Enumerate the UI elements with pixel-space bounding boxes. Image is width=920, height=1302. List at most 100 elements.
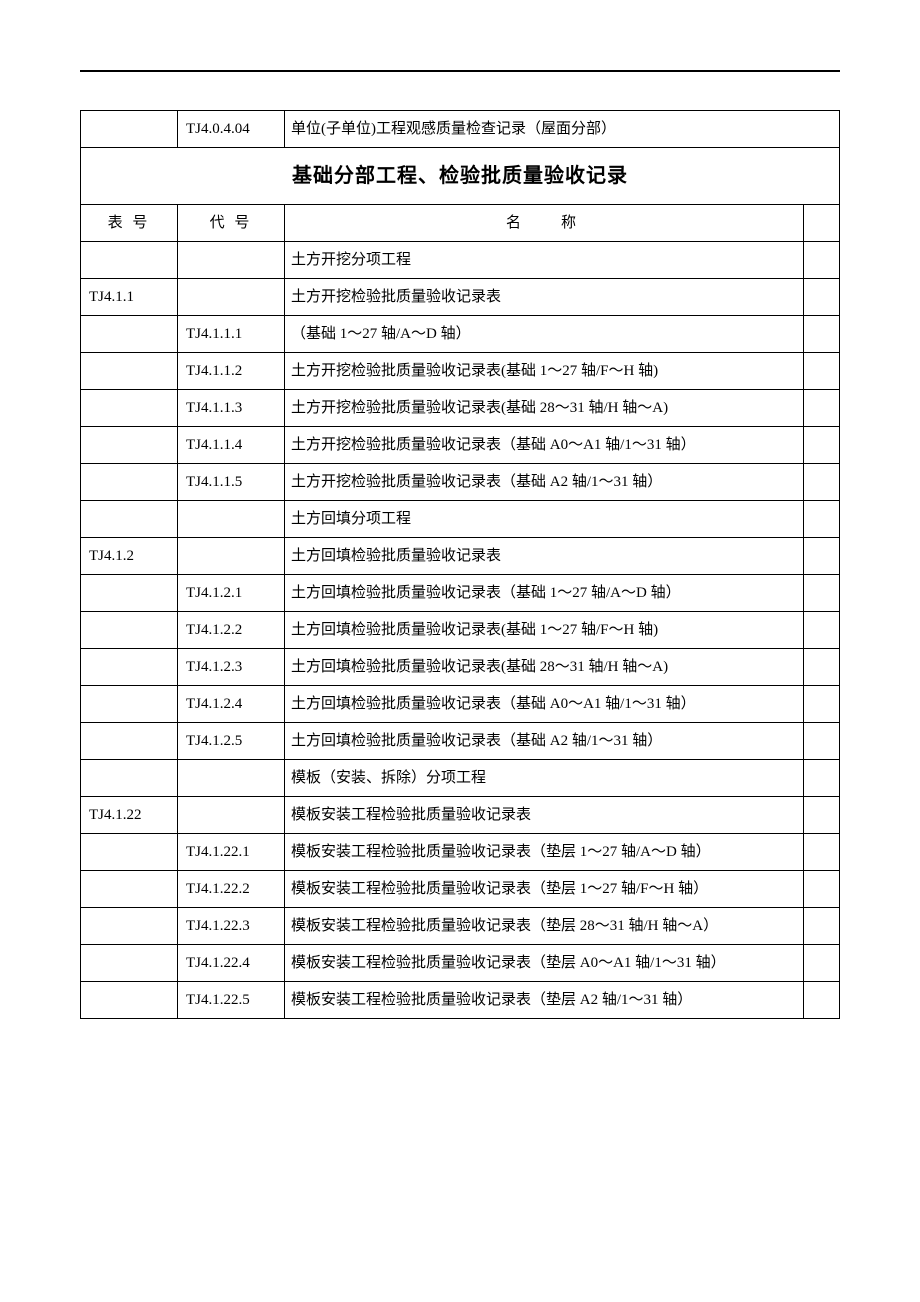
cell-dai — [178, 797, 285, 834]
cell-dai: TJ4.1.1.2 — [178, 353, 285, 390]
cell-blank — [804, 390, 840, 427]
cell-biao — [81, 390, 178, 427]
cell-dai: TJ4.1.1.3 — [178, 390, 285, 427]
header-name: 名称 — [285, 205, 804, 242]
table-row: TJ4.1.22.2模板安装工程检验批质量验收记录表（垫层 1～27 轴/F～H… — [81, 871, 840, 908]
top-horizontal-rule — [80, 70, 840, 72]
cell-blank — [804, 279, 840, 316]
cell-name: 模板安装工程检验批质量验收记录表（垫层 28～31 轴/H 轴～A） — [285, 908, 804, 945]
cell-name: 土方回填检验批质量验收记录表（基础 A2 轴/1～31 轴） — [285, 723, 804, 760]
table-row: TJ4.1.1.3土方开挖检验批质量验收记录表(基础 28～31 轴/H 轴～A… — [81, 390, 840, 427]
cell-dai: TJ4.1.22.1 — [178, 834, 285, 871]
cell-name: 模板安装工程检验批质量验收记录表（垫层 1～27 轴/A～D 轴） — [285, 834, 804, 871]
document-table: TJ4.0.4.04 单位(子单位)工程观感质量检查记录（屋面分部） 基础分部工… — [80, 110, 840, 1019]
cell-biao — [81, 649, 178, 686]
table-row: TJ4.1.1 土方开挖检验批质量验收记录表 — [81, 279, 840, 316]
cell-blank — [804, 464, 840, 501]
cell-name: 模板安装工程检验批质量验收记录表（垫层 A0～A1 轴/1～31 轴） — [285, 945, 804, 982]
cell-blank — [804, 834, 840, 871]
table-row: TJ4.1.22.4模板安装工程检验批质量验收记录表（垫层 A0～A1 轴/1～… — [81, 945, 840, 982]
cell-biao — [81, 686, 178, 723]
header-dai: 代 号 — [178, 205, 285, 242]
table-row: TJ4.1.2.3土方回填检验批质量验收记录表(基础 28～31 轴/H 轴～A… — [81, 649, 840, 686]
cell-biao — [81, 945, 178, 982]
cell-name: 土方回填检验批质量验收记录表(基础 28～31 轴/H 轴～A) — [285, 649, 804, 686]
cell-blank — [804, 760, 840, 797]
cell-name: 土方开挖检验批质量验收记录表(基础 1～27 轴/F～H 轴) — [285, 353, 804, 390]
cell-name: 模板安装工程检验批质量验收记录表（垫层 1～27 轴/F～H 轴） — [285, 871, 804, 908]
cell-biao: TJ4.1.22 — [81, 797, 178, 834]
cell-biao — [81, 427, 178, 464]
cell-biao — [81, 612, 178, 649]
cell-name: 土方开挖检验批质量验收记录表（基础 A0～A1 轴/1～31 轴） — [285, 427, 804, 464]
cell-biao — [81, 908, 178, 945]
cell-biao: TJ4.1.2 — [81, 538, 178, 575]
cell-biao — [81, 871, 178, 908]
cell-biao — [81, 760, 178, 797]
cell-biao — [81, 464, 178, 501]
cell-name: 土方回填检验批质量验收记录表（基础 A0～A1 轴/1～31 轴） — [285, 686, 804, 723]
table-row: TJ4.1.2.5土方回填检验批质量验收记录表（基础 A2 轴/1～31 轴） — [81, 723, 840, 760]
cell-dai: TJ4.1.1.4 — [178, 427, 285, 464]
cell-dai — [178, 538, 285, 575]
cell-name: 土方开挖分项工程 — [285, 242, 804, 279]
header-biao: 表 号 — [81, 205, 178, 242]
cell-dai: TJ4.1.1.1 — [178, 316, 285, 353]
top-blank-cell — [81, 111, 178, 148]
cell-blank — [804, 649, 840, 686]
cell-dai — [178, 242, 285, 279]
cell-name: （基础 1～27 轴/A～D 轴） — [285, 316, 804, 353]
cell-blank — [804, 908, 840, 945]
cell-biao — [81, 242, 178, 279]
cell-biao — [81, 982, 178, 1019]
cell-dai: TJ4.1.2.5 — [178, 723, 285, 760]
top-info-row: TJ4.0.4.04 单位(子单位)工程观感质量检查记录（屋面分部） — [81, 111, 840, 148]
cell-biao: TJ4.1.1 — [81, 279, 178, 316]
cell-dai — [178, 279, 285, 316]
cell-biao — [81, 723, 178, 760]
cell-dai: TJ4.1.2.3 — [178, 649, 285, 686]
cell-blank — [804, 723, 840, 760]
table-row: TJ4.1.2.2土方回填检验批质量验收记录表(基础 1～27 轴/F～H 轴) — [81, 612, 840, 649]
cell-name: 土方开挖检验批质量验收记录表（基础 A2 轴/1～31 轴） — [285, 464, 804, 501]
cell-biao — [81, 501, 178, 538]
table-row: 模板（安装、拆除）分项工程 — [81, 760, 840, 797]
section-title-row: 基础分部工程、检验批质量验收记录 — [81, 148, 840, 205]
cell-blank — [804, 501, 840, 538]
header-blank — [804, 205, 840, 242]
table-row: TJ4.1.22.1模板安装工程检验批质量验收记录表（垫层 1～27 轴/A～D… — [81, 834, 840, 871]
cell-name: 土方开挖检验批质量验收记录表 — [285, 279, 804, 316]
cell-dai: TJ4.1.2.1 — [178, 575, 285, 612]
table-body: 土方开挖分项工程 TJ4.1.1 土方开挖检验批质量验收记录表TJ4.1.1.1（基… — [81, 242, 840, 1019]
cell-name: 模板安装工程检验批质量验收记录表 — [285, 797, 804, 834]
cell-dai: TJ4.1.2.2 — [178, 612, 285, 649]
cell-blank — [804, 316, 840, 353]
table-row: 土方开挖分项工程 — [81, 242, 840, 279]
cell-dai — [178, 501, 285, 538]
cell-blank — [804, 945, 840, 982]
cell-blank — [804, 538, 840, 575]
table-row: TJ4.1.2.1土方回填检验批质量验收记录表（基础 1～27 轴/A～D 轴） — [81, 575, 840, 612]
cell-dai: TJ4.1.22.2 — [178, 871, 285, 908]
cell-dai: TJ4.1.22.3 — [178, 908, 285, 945]
cell-blank — [804, 612, 840, 649]
cell-blank — [804, 982, 840, 1019]
cell-blank — [804, 797, 840, 834]
table-row: TJ4.1.1.5土方开挖检验批质量验收记录表（基础 A2 轴/1～31 轴） — [81, 464, 840, 501]
cell-biao — [81, 353, 178, 390]
cell-dai — [178, 760, 285, 797]
cell-name: 土方回填检验批质量验收记录表 — [285, 538, 804, 575]
cell-blank — [804, 686, 840, 723]
top-code-cell: TJ4.0.4.04 — [178, 111, 285, 148]
cell-blank — [804, 575, 840, 612]
table-row: TJ4.1.1.1（基础 1～27 轴/A～D 轴） — [81, 316, 840, 353]
cell-biao — [81, 575, 178, 612]
top-name-cell: 单位(子单位)工程观感质量检查记录（屋面分部） — [285, 111, 840, 148]
table-row: TJ4.1.22.3模板安装工程检验批质量验收记录表（垫层 28～31 轴/H … — [81, 908, 840, 945]
table-row: TJ4.1.22.5模板安装工程检验批质量验收记录表（垫层 A2 轴/1～31 … — [81, 982, 840, 1019]
table-row: TJ4.1.2 土方回填检验批质量验收记录表 — [81, 538, 840, 575]
cell-dai: TJ4.1.22.5 — [178, 982, 285, 1019]
table-row: TJ4.1.2.4土方回填检验批质量验收记录表（基础 A0～A1 轴/1～31 … — [81, 686, 840, 723]
cell-biao — [81, 316, 178, 353]
header-row: 表 号 代 号 名称 — [81, 205, 840, 242]
